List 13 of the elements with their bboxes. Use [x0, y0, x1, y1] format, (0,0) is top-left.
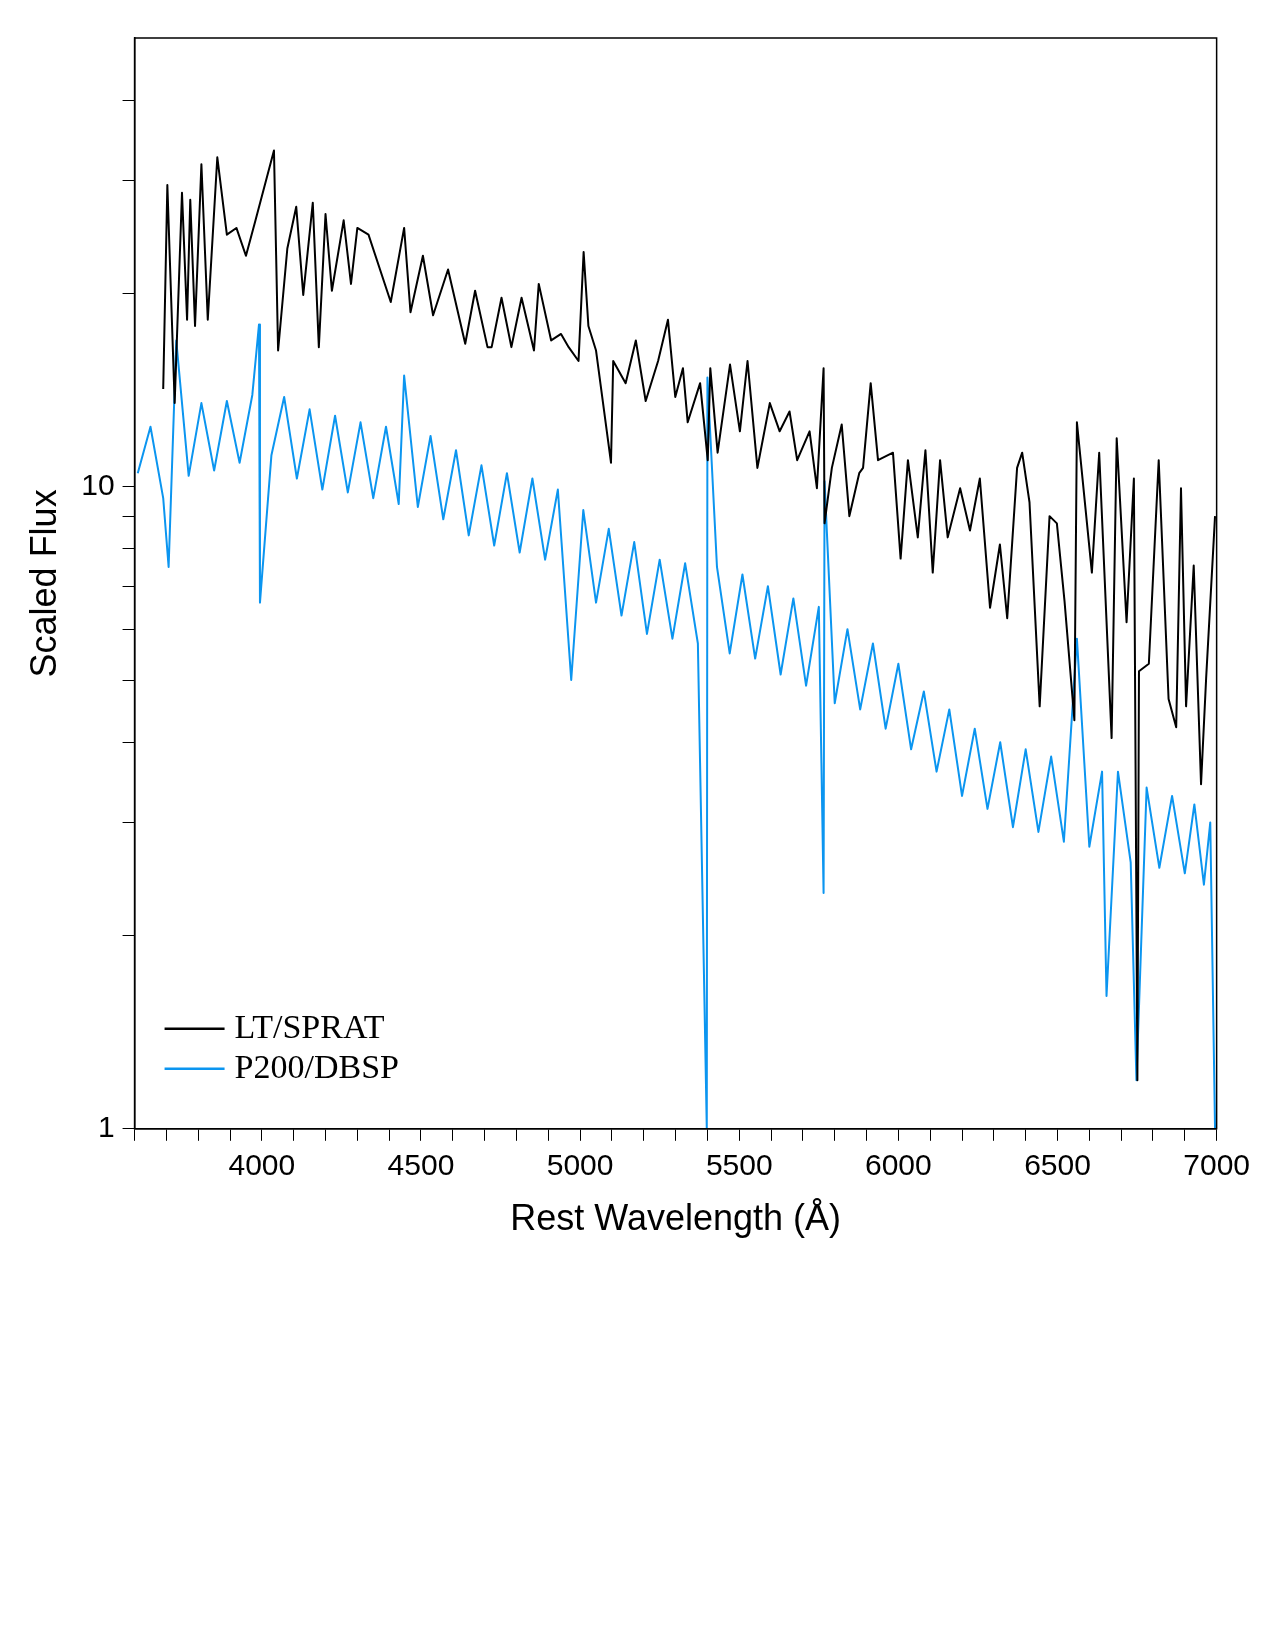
x-tick-label: 6000	[865, 1148, 932, 1182]
x-tick-label: 4000	[228, 1148, 296, 1182]
x-tick-label: 5000	[546, 1148, 614, 1182]
x-tick-label: 6500	[1024, 1148, 1091, 1182]
legend-label: P200/DBSP	[234, 1047, 399, 1085]
y-tick-label: 1	[97, 1110, 115, 1144]
legend-label: LT/SPRAT	[234, 1007, 385, 1045]
x-tick-label: 7000	[1183, 1148, 1251, 1182]
y-axis-title: Scaled Flux	[22, 489, 64, 678]
x-tick-label: 5500	[705, 1148, 773, 1182]
y-tick-label: 10	[81, 468, 115, 502]
x-axis-title: Rest Wavelength (Å)	[510, 1197, 841, 1239]
x-tick-label: 4500	[387, 1148, 455, 1182]
